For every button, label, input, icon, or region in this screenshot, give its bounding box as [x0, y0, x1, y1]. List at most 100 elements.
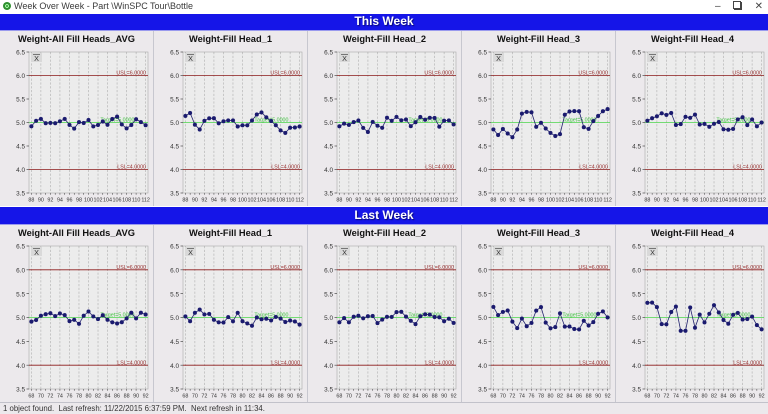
svg-text:Weight-Fill Head_3: Weight-Fill Head_3: [497, 228, 580, 238]
svg-text:80: 80: [548, 393, 554, 399]
svg-text:92: 92: [663, 198, 669, 204]
svg-text:3.5: 3.5: [324, 386, 333, 393]
svg-text:6.5: 6.5: [632, 243, 641, 250]
svg-text:86: 86: [730, 393, 736, 399]
svg-text:88: 88: [490, 198, 496, 204]
svg-text:4.0: 4.0: [478, 362, 487, 369]
svg-text:90: 90: [287, 393, 293, 399]
svg-text:72: 72: [355, 393, 361, 399]
svg-text:6.0: 6.0: [478, 73, 487, 80]
svg-text:6.0: 6.0: [324, 73, 333, 80]
svg-text:74: 74: [365, 393, 371, 399]
svg-text:LSL=4.0000: LSL=4.0000: [425, 360, 454, 366]
svg-text:92: 92: [759, 393, 765, 399]
svg-text:4.0: 4.0: [16, 167, 25, 174]
svg-text:72: 72: [663, 393, 669, 399]
svg-text:104: 104: [103, 198, 112, 204]
svg-text:110: 110: [132, 198, 141, 204]
svg-text:5.5: 5.5: [170, 97, 179, 104]
svg-text:106: 106: [267, 198, 276, 204]
svg-text:108: 108: [430, 198, 439, 204]
svg-text:5.0: 5.0: [16, 315, 25, 322]
svg-text:5.5: 5.5: [324, 291, 333, 298]
svg-text:6.5: 6.5: [324, 243, 333, 250]
svg-text:5.0: 5.0: [632, 120, 641, 127]
svg-text:LSL=4.0000: LSL=4.0000: [579, 360, 608, 366]
svg-text:3.5: 3.5: [170, 191, 179, 198]
svg-text:68: 68: [336, 393, 342, 399]
svg-text:78: 78: [76, 393, 82, 399]
svg-text:3.5: 3.5: [632, 191, 641, 198]
svg-text:5.0: 5.0: [324, 120, 333, 127]
svg-text:LSL=4.0000: LSL=4.0000: [733, 165, 762, 171]
svg-text:84: 84: [721, 393, 727, 399]
svg-text:92: 92: [297, 393, 303, 399]
svg-text:94: 94: [365, 198, 371, 204]
svg-text:92: 92: [509, 198, 515, 204]
svg-text:5.0: 5.0: [478, 315, 487, 322]
svg-text:88: 88: [432, 393, 438, 399]
svg-text:90: 90: [654, 198, 660, 204]
svg-text:92: 92: [605, 393, 611, 399]
svg-text:94: 94: [57, 198, 63, 204]
svg-text:96: 96: [220, 198, 226, 204]
svg-text:3.5: 3.5: [478, 386, 487, 393]
svg-text:LSL=4.0000: LSL=4.0000: [579, 165, 608, 171]
svg-text:Weight-Fill Head_4: Weight-Fill Head_4: [651, 228, 735, 238]
svg-text:76: 76: [374, 393, 380, 399]
svg-text:USL=6.0000: USL=6.0000: [424, 265, 454, 271]
svg-text:104: 104: [565, 198, 574, 204]
svg-text:5.5: 5.5: [170, 291, 179, 298]
svg-text:88: 88: [740, 393, 746, 399]
svg-text:LSL=4.0000: LSL=4.0000: [117, 360, 146, 366]
svg-text:X: X: [34, 248, 39, 257]
svg-text:94: 94: [673, 198, 679, 204]
svg-text:76: 76: [66, 393, 72, 399]
svg-text:102: 102: [402, 198, 411, 204]
svg-text:100: 100: [84, 198, 93, 204]
svg-text:84: 84: [413, 393, 419, 399]
svg-text:102: 102: [710, 198, 719, 204]
svg-text:USL=6.0000: USL=6.0000: [116, 265, 146, 271]
svg-text:6.0: 6.0: [170, 73, 179, 80]
svg-text:92: 92: [143, 393, 149, 399]
svg-text:LSL=4.0000: LSL=4.0000: [117, 165, 146, 171]
svg-text:80: 80: [394, 393, 400, 399]
svg-text:82: 82: [557, 393, 563, 399]
svg-text:96: 96: [66, 198, 72, 204]
svg-text:108: 108: [276, 198, 285, 204]
svg-text:68: 68: [182, 393, 188, 399]
svg-text:106: 106: [575, 198, 584, 204]
svg-text:86: 86: [268, 393, 274, 399]
svg-text:76: 76: [682, 393, 688, 399]
svg-text:X: X: [650, 248, 655, 257]
svg-text:6.5: 6.5: [632, 50, 641, 57]
svg-text:5.5: 5.5: [632, 97, 641, 104]
svg-text:74: 74: [519, 393, 525, 399]
svg-text:Weight-Fill Head_1: Weight-Fill Head_1: [189, 228, 272, 238]
svg-text:USL=6.0000: USL=6.0000: [270, 265, 300, 271]
svg-text:6.0: 6.0: [632, 73, 641, 80]
svg-text:3.5: 3.5: [170, 386, 179, 393]
svg-text:4.0: 4.0: [16, 362, 25, 369]
svg-text:74: 74: [211, 393, 217, 399]
svg-text:3.5: 3.5: [16, 191, 25, 198]
svg-text:102: 102: [556, 198, 565, 204]
svg-text:X: X: [188, 248, 193, 257]
svg-text:110: 110: [286, 198, 295, 204]
svg-text:110: 110: [594, 198, 603, 204]
svg-text:6.5: 6.5: [16, 243, 25, 250]
svg-text:76: 76: [220, 393, 226, 399]
svg-text:98: 98: [76, 198, 82, 204]
svg-text:110: 110: [748, 198, 757, 204]
svg-text:70: 70: [654, 393, 660, 399]
svg-text:X: X: [342, 54, 347, 63]
svg-text:5.5: 5.5: [478, 97, 487, 104]
svg-text:106: 106: [729, 198, 738, 204]
svg-text:96: 96: [682, 198, 688, 204]
svg-text:4.5: 4.5: [170, 338, 179, 345]
svg-text:92: 92: [355, 198, 361, 204]
svg-text:6.0: 6.0: [16, 73, 25, 80]
svg-text:3.5: 3.5: [632, 386, 641, 393]
svg-text:3.5: 3.5: [16, 386, 25, 393]
